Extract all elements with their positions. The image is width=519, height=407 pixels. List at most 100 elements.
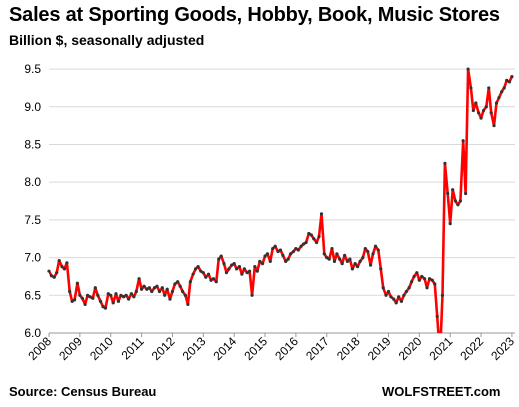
data-point xyxy=(389,295,393,299)
data-point xyxy=(317,234,321,239)
data-point xyxy=(338,257,342,261)
data-point xyxy=(183,293,188,297)
data-point xyxy=(373,244,378,248)
data-point xyxy=(417,278,421,282)
data-point xyxy=(440,293,445,297)
data-point xyxy=(345,259,350,263)
chart-title: Sales at Sporting Goods, Hobby, Book, Mu… xyxy=(9,4,500,26)
data-point xyxy=(250,293,254,297)
x-tick-label: 2010 xyxy=(87,334,116,363)
data-point xyxy=(255,269,259,273)
data-point xyxy=(466,67,470,71)
x-tick-label: 2019 xyxy=(365,334,394,363)
y-tick-label: 9.5 xyxy=(24,62,41,76)
data-point xyxy=(91,296,95,300)
data-point xyxy=(204,275,208,279)
data-point xyxy=(178,284,182,288)
data-point xyxy=(284,259,288,263)
data-point xyxy=(240,272,244,276)
data-point xyxy=(294,246,298,251)
data-point xyxy=(155,284,159,288)
data-point xyxy=(132,295,136,299)
data-point xyxy=(60,265,64,269)
data-point xyxy=(363,246,367,251)
data-point xyxy=(327,257,331,261)
data-point xyxy=(78,293,82,297)
data-point xyxy=(170,289,175,294)
data-point xyxy=(96,293,100,297)
x-tick-label: 2022 xyxy=(457,334,486,363)
data-point xyxy=(302,242,306,246)
data-point xyxy=(307,231,311,236)
data-point xyxy=(407,286,411,290)
source-note: Source: Census Bureau xyxy=(9,384,157,399)
data-point xyxy=(80,296,84,300)
data-point xyxy=(399,299,404,303)
data-point xyxy=(116,299,121,303)
data-point xyxy=(101,305,105,309)
data-point xyxy=(494,101,499,105)
data-point xyxy=(435,314,439,319)
data-point xyxy=(106,292,110,296)
data-point xyxy=(427,277,432,281)
data-point xyxy=(75,281,79,285)
y-tick-label: 8.0 xyxy=(24,175,41,189)
data-point xyxy=(446,191,450,196)
data-point xyxy=(410,280,414,284)
brand-watermark: WOLFSTREET.com xyxy=(382,384,501,399)
data-point xyxy=(217,257,221,261)
data-point xyxy=(242,267,246,271)
data-point xyxy=(237,265,242,269)
data-point xyxy=(492,124,496,128)
data-point xyxy=(214,280,218,284)
data-point xyxy=(103,306,108,310)
data-point xyxy=(484,105,488,109)
y-tick-label: 8.5 xyxy=(24,137,41,151)
data-point xyxy=(361,255,365,260)
data-point xyxy=(422,277,427,281)
data-point xyxy=(381,286,385,290)
series-line xyxy=(49,67,514,333)
data-point xyxy=(163,293,167,297)
data-point xyxy=(469,86,473,90)
data-point xyxy=(260,262,265,266)
chart-subtitle: Billion $, seasonally adjusted xyxy=(9,32,205,48)
data-point xyxy=(165,287,169,291)
data-point xyxy=(348,257,352,261)
data-point xyxy=(461,139,465,143)
data-point xyxy=(127,297,131,301)
data-point xyxy=(343,253,347,257)
data-point xyxy=(394,301,398,305)
data-point xyxy=(83,302,87,306)
x-tick-label: 2013 xyxy=(180,334,209,363)
data-point xyxy=(299,244,303,248)
y-tick-label: 9.0 xyxy=(24,100,41,114)
data-point xyxy=(350,267,354,271)
data-point xyxy=(247,269,252,273)
data-point xyxy=(68,289,72,294)
data-point xyxy=(281,253,285,257)
data-point xyxy=(309,233,313,237)
data-point xyxy=(312,237,316,241)
data-point xyxy=(211,277,216,281)
data-point xyxy=(291,249,296,254)
data-point xyxy=(322,252,326,256)
data-point xyxy=(420,274,424,279)
data-point xyxy=(160,286,164,290)
data-point xyxy=(273,244,277,248)
data-point xyxy=(134,289,138,294)
data-point xyxy=(335,252,339,256)
x-tick-label: 2020 xyxy=(396,334,425,363)
data-point xyxy=(356,265,360,269)
data-point xyxy=(122,295,126,299)
data-point xyxy=(433,282,437,286)
data-point xyxy=(109,293,113,297)
data-point xyxy=(332,259,337,263)
data-point xyxy=(168,297,172,301)
data-point xyxy=(93,286,97,290)
data-point xyxy=(314,240,319,245)
data-point xyxy=(119,293,123,297)
data-point xyxy=(502,86,506,90)
data-point xyxy=(139,287,144,291)
data-point xyxy=(368,263,373,267)
